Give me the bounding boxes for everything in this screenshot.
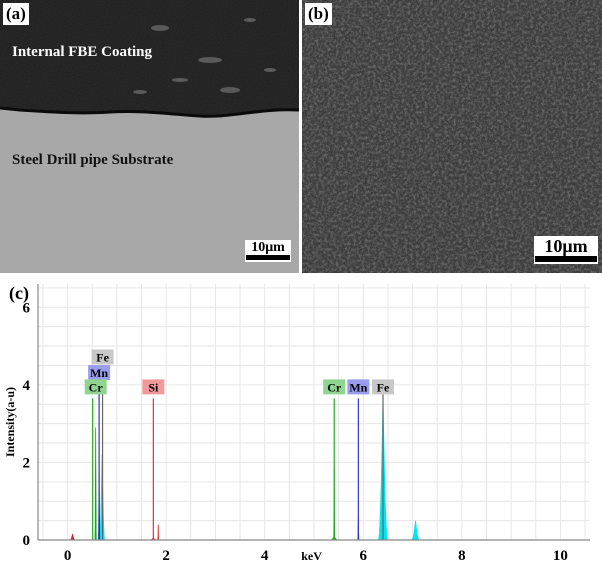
scale-bar-b: 10μm [534, 236, 598, 264]
spectrum-peak [411, 520, 420, 541]
element-label: Cr [327, 380, 342, 394]
element-label: Fe [96, 351, 109, 365]
element-label: Si [148, 380, 159, 394]
chart-grid [38, 284, 590, 541]
x-tick-label: 10 [553, 548, 568, 564]
y-tick-label: 2 [23, 455, 31, 471]
element-label-bg [347, 379, 370, 395]
sem-cross-section-image [0, 0, 299, 273]
eds-spectrum-panel: (c) Fe Mn Cr Si Cr Mn Fe 0 2 4 6 8 10 0 2 4 6 keV Intensi… [0, 276, 602, 567]
element-label-bg [91, 349, 114, 365]
spectrum-peak [157, 524, 160, 541]
y-tick-label: 4 [23, 378, 31, 394]
x-tick-label: 4 [261, 548, 269, 564]
x-tick-label: 6 [360, 548, 368, 564]
element-label: Mn [90, 366, 108, 380]
scale-bar-b-line [535, 256, 597, 262]
substrate-label: Steel Drill pipe Substrate [12, 152, 174, 168]
panel-c-label: (c) [9, 283, 29, 303]
element-label-bg [142, 379, 165, 395]
x-tick-label: 2 [162, 548, 170, 564]
x-tick-label: 0 [64, 548, 72, 564]
sem-surface-image [302, 0, 602, 273]
x-axis-label: keV [301, 549, 322, 563]
x-tick-label: 8 [458, 548, 466, 564]
coating-label: Internal FBE Coating [12, 44, 153, 60]
element-label: Cr [89, 380, 104, 394]
panel-a-label: (a) [3, 3, 29, 25]
element-label-bg [372, 379, 394, 395]
y-tick-label: 0 [23, 533, 31, 549]
element-label-bg [88, 365, 111, 381]
scale-bar-b-text: 10μm [544, 236, 588, 256]
sem-cross-section-panel: (a) Internal FBE Coating Steel Drill pip… [0, 0, 299, 273]
scale-bar-a-text: 10μm [251, 240, 285, 255]
element-marker-lines [92, 388, 384, 540]
scale-bar-a-line [246, 255, 290, 260]
spectrum-peak [69, 534, 76, 541]
panel-b-label: (b) [305, 3, 332, 25]
element-label-bg [84, 379, 107, 395]
spectrum-series [69, 396, 420, 541]
element-label: Mn [349, 380, 367, 394]
sem-surface-panel: (b) 10μm [302, 0, 602, 273]
scale-bar-a: 10μm [245, 240, 291, 262]
element-label: Fe [377, 380, 390, 394]
y-axis-label: Intensity(a-u) [3, 387, 17, 457]
y-tick-label: 6 [23, 300, 31, 316]
chart-axes: 0 2 4 6 8 10 0 2 4 6 keV Intensity(a-u) [3, 284, 590, 564]
spectrum-peak [94, 427, 98, 541]
element-label-bg [323, 379, 346, 395]
